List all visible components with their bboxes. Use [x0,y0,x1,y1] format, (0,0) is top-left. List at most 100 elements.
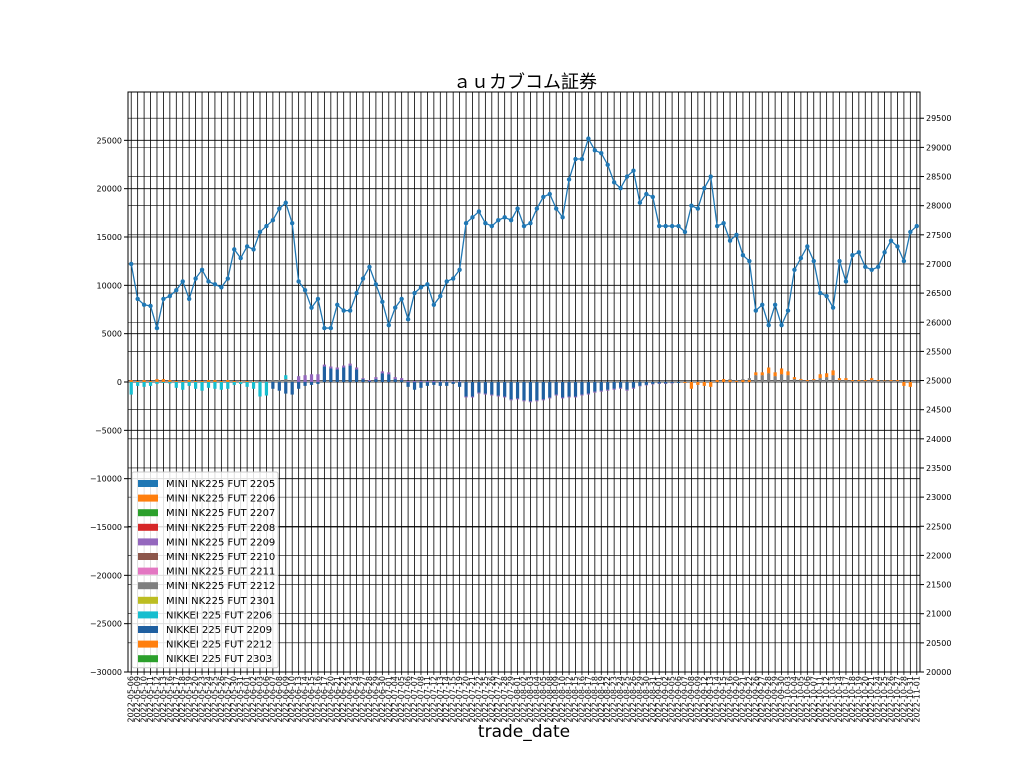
legend-entry: MINI NK225 FUT 2210 [166,552,275,563]
x-tick-label: 2022-05-06 [127,676,136,723]
x-tick-label: 2022-06-21 [333,676,342,723]
bar-segment [593,391,597,393]
x-tick-label: 2022-05-20 [191,676,200,723]
x-tick-label: 2022-08-04 [532,676,541,723]
bar-segment [425,382,430,386]
bar-segment [251,382,256,389]
price-point [863,264,868,270]
price-point [141,302,147,307]
x-tick-label: 2022-05-23 [198,676,207,723]
bar-segment [522,400,526,402]
bar-segment [400,380,404,382]
price-point [869,267,874,272]
price-point [167,293,173,299]
left-tick-label: −15000 [90,523,122,532]
bar-segment [831,375,835,382]
bar-segment [554,382,558,395]
x-tick-label: 2022-10-11 [816,676,825,723]
price-point [553,206,559,211]
x-tick-label: 2022-08-09 [552,676,561,723]
x-tick-label: 2022-09-29 [771,676,780,723]
price-point [573,156,578,162]
price-point [785,308,791,313]
bar-segment [129,382,133,395]
bar-segment [136,382,140,386]
bar-segment [258,381,262,382]
price-point [418,285,424,290]
bar-segment [612,382,616,389]
legend-entry: NIKKEI 225 FUT 2206 [166,610,272,621]
bar-segment [805,381,809,382]
right-tick-label: 26500 [926,289,951,298]
bar-segment [490,394,494,396]
x-tick-label: 2022-08-17 [584,676,593,723]
price-point [219,285,224,290]
bar-segment [297,376,301,382]
price-point [599,151,604,156]
price-point [734,232,739,238]
price-point [373,282,379,287]
x-tick-label: 2022-06-08 [275,676,284,723]
bar-segment [741,380,745,382]
bar-segment [767,367,771,374]
bar-segment [155,379,159,382]
price-point [805,244,810,249]
x-tick-label: 2022-07-12 [429,676,438,723]
price-point [264,223,269,229]
bar-segment [689,382,694,389]
bar-segment [264,381,269,382]
bar-segment [625,382,629,390]
price-point [380,299,385,305]
bar-segment [586,393,590,395]
bar-segment [354,367,359,370]
bar-segment [593,382,597,392]
bar-segment [651,382,655,384]
bar-segment [889,381,893,382]
price-point [592,148,598,153]
bar-segment [367,380,372,382]
x-tick-label: 2022-09-26 [751,676,760,723]
x-tick-label: 2022-05-27 [223,676,232,723]
bar-segment [367,381,372,382]
x-tick-label: 2022-09-22 [745,676,754,723]
price-point [727,238,733,243]
price-point [425,282,430,287]
x-tick-label: 2022-06-27 [359,676,368,723]
bar-segment [734,380,739,382]
x-tick-label: 2022-06-13 [294,676,303,723]
price-point [792,267,797,272]
right-tick-label: 28500 [926,173,951,182]
x-tick-label: 2022-08-18 [590,676,599,723]
x-tick-label: 2022-10-18 [848,676,857,723]
price-point [914,223,919,229]
bar-segment [535,382,539,401]
bar-segment [316,382,320,384]
x-tick-label: 2022-07-21 [468,676,477,723]
bar-segment [664,382,668,384]
bar-segment [657,382,661,384]
price-point [566,177,572,182]
bar-segment [618,387,623,389]
left-tick-label: 15000 [97,233,122,242]
price-point [875,264,881,270]
price-point [341,308,346,313]
price-point [393,305,398,310]
price-point [251,247,256,252]
bar-segment [767,373,771,382]
bar-segment [503,396,507,398]
right-tick-label: 23500 [926,464,951,473]
x-tick-label: 2022-09-14 [713,676,722,723]
price-line [129,136,919,331]
bar-segment [876,381,880,382]
bar-segment [747,380,751,382]
x-tick-label: 2022-06-01 [243,676,252,723]
x-tick-label: 2022-09-30 [777,676,786,723]
bar-segment [419,382,423,388]
x-tick-label: 2022-05-17 [172,676,181,723]
price-point [624,174,630,179]
bar-segment [606,389,610,391]
right-tick-label: 25000 [926,377,951,386]
x-tick-label: 2022-09-05 [668,676,677,723]
bar-segment [322,364,326,367]
price-point [644,191,649,197]
